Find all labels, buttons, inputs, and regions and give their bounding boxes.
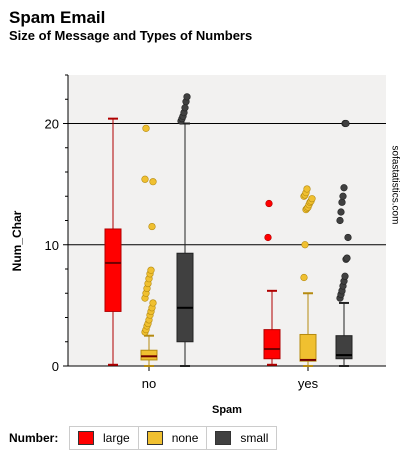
outlier-point-small (345, 234, 352, 241)
y-tick-label-0: 0 (52, 359, 59, 374)
y-ticks: 0 10 20 (45, 75, 68, 374)
outlier-point-small (344, 255, 351, 262)
outlier-point-none (301, 274, 308, 281)
outlier-point-small (337, 217, 344, 224)
outlier-point-none (149, 223, 156, 230)
legend-label-large: large (103, 431, 130, 445)
legend-item-large: large (70, 427, 139, 449)
legend-swatch-none (147, 431, 163, 445)
outlier-point-small (342, 273, 349, 280)
legend-item-none: none (139, 427, 208, 449)
y-tick-label-20: 20 (45, 117, 59, 132)
box-iqr (141, 350, 157, 360)
outlier-point-none (309, 195, 316, 202)
outlier-point-small (340, 193, 347, 200)
outlier-point-none (148, 267, 155, 274)
outlier-point-large (266, 200, 273, 207)
box-iqr (105, 229, 121, 311)
outlier-point-none (304, 186, 311, 193)
legend: large none small (69, 426, 277, 450)
legend-title: Number: (9, 431, 58, 445)
y-tick-label-10: 10 (45, 238, 59, 253)
outlier-point-none (150, 300, 157, 307)
outlier-point-none (142, 176, 149, 183)
outlier-point-small (338, 209, 345, 216)
box-iqr (264, 330, 280, 359)
outlier-point-none (150, 178, 157, 185)
outlier-point-large (265, 234, 272, 241)
legend-label-small: small (240, 431, 268, 445)
legend-item-small: small (207, 427, 276, 449)
x-tick-label-yes: yes (298, 376, 319, 391)
watermark-wrap: sofastatistics.com (388, 140, 402, 230)
box-iqr (300, 334, 316, 361)
legend-swatch-large (78, 431, 94, 445)
outlier-point-small (182, 104, 189, 111)
outlier-point-small (343, 120, 350, 127)
box-iqr (177, 253, 193, 342)
legend-swatch-small (215, 431, 231, 445)
watermark-text: sofastatistics.com (390, 146, 401, 225)
x-axis-label: Spam (212, 404, 242, 416)
outlier-point-small (341, 184, 348, 191)
legend-label-none: none (172, 431, 199, 445)
y-axis-label: Num_Char (10, 211, 24, 272)
outlier-point-none (143, 125, 150, 132)
x-tick-label-no: no (142, 376, 156, 391)
x-ticks: no yes (142, 366, 319, 391)
outlier-point-none (302, 241, 309, 248)
outlier-point-small (339, 199, 346, 206)
outlier-point-small (184, 94, 191, 101)
boxplot-chart: 0 10 20 no yes (0, 0, 412, 420)
y-axis-label-wrap: Num_Char (9, 196, 25, 286)
